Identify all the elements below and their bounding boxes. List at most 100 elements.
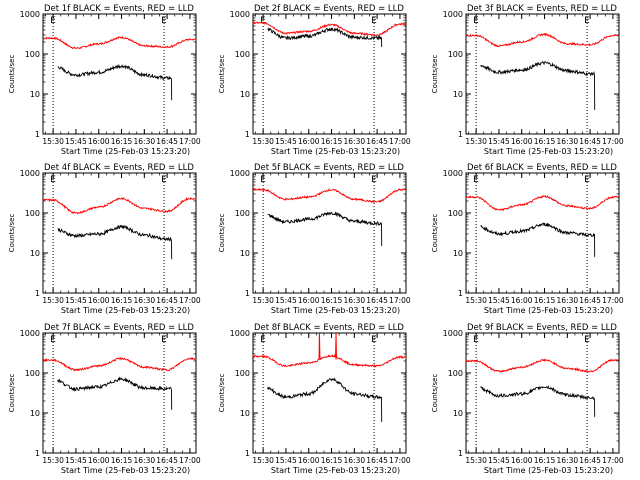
y-tick-label: 10 — [240, 90, 250, 99]
y-tick-label: 100 — [235, 369, 250, 378]
lld-series-line — [42, 196, 196, 215]
lld-series-line — [252, 21, 406, 37]
x-tick-label: 17:00 — [179, 456, 201, 465]
x-tick-label: 16:45 — [156, 137, 178, 146]
x-tick-label: 15:45 — [65, 296, 87, 305]
x-tick-label: 17:00 — [389, 456, 411, 465]
x-tick-label: 17:00 — [602, 456, 624, 465]
x-tick-label: 16:00 — [298, 296, 320, 305]
events-series-line — [57, 376, 173, 410]
x-tick-label: 15:30 — [42, 296, 64, 305]
marker-label: E — [473, 16, 479, 26]
plot-frame — [465, 13, 620, 135]
x-tick-label: 16:30 — [134, 296, 156, 305]
y-tick-label: 1 — [458, 130, 463, 139]
y-tick-label: 1 — [35, 289, 40, 298]
marker-label: E — [260, 16, 266, 26]
y-tick-label: 10 — [453, 249, 463, 258]
y-axis-label: Counts/sec — [431, 374, 439, 413]
marker-label: E — [161, 335, 167, 345]
panel-det-5f: Det 5f BLACK = Events, RED = LLD Counts/s… — [218, 163, 411, 315]
panel-title: Det 6f BLACK = Events, RED = LLD — [467, 163, 617, 173]
x-axis-label: Start Time (25-Feb-03 15:23:20) — [271, 306, 400, 315]
x-tick-label: 16:00 — [511, 456, 533, 465]
plot-frame — [465, 332, 620, 454]
plot-frame — [252, 172, 407, 294]
plot-frame — [252, 13, 407, 135]
y-axis-label: Counts/sec — [431, 55, 439, 94]
y-tick-label: 100 — [25, 50, 40, 59]
plot-frame — [42, 13, 197, 135]
x-tick-label: 17:00 — [602, 137, 624, 146]
x-tick-label: 15:30 — [42, 137, 64, 146]
panel-title: Det 9f BLACK = Events, RED = LLD — [467, 323, 617, 333]
lld-series-line — [252, 332, 406, 369]
y-tick-label: 1 — [458, 449, 463, 458]
x-tick-label: 15:30 — [252, 296, 274, 305]
lld-series-line — [252, 187, 406, 204]
x-tick-label: 16:45 — [366, 456, 388, 465]
y-tick-label: 1000 — [230, 329, 250, 338]
panel-title: Det 4f BLACK = Events, RED = LLD — [44, 163, 194, 173]
x-tick-label: 16:15 — [534, 296, 556, 305]
y-tick-label: 100 — [235, 209, 250, 218]
x-tick-label: 16:30 — [557, 456, 579, 465]
marker-label: E — [50, 335, 56, 345]
x-tick-label: 16:45 — [366, 296, 388, 305]
y-tick-label: 100 — [25, 369, 40, 378]
y-tick-label: 1000 — [20, 169, 40, 178]
y-tick-label: 1000 — [20, 329, 40, 338]
panel-title: Det 5f BLACK = Events, RED = LLD — [254, 163, 404, 173]
plot-frame — [42, 172, 197, 294]
panel-det-2f: Det 2f BLACK = Events, RED = LLD Counts/s… — [218, 4, 411, 156]
y-tick-label: 1000 — [443, 329, 463, 338]
events-series-line — [57, 224, 173, 260]
x-axis-label: Start Time (25-Feb-03 15:23:20) — [271, 466, 400, 475]
x-tick-label: 16:15 — [111, 137, 133, 146]
x-axis-label: Start Time (25-Feb-03 15:23:20) — [271, 147, 400, 156]
y-tick-label: 100 — [448, 50, 463, 59]
x-tick-label: 16:15 — [534, 456, 556, 465]
x-tick-label: 17:00 — [602, 296, 624, 305]
x-tick-label: 16:00 — [298, 456, 320, 465]
x-tick-label: 15:45 — [275, 456, 297, 465]
x-tick-label: 16:30 — [344, 456, 366, 465]
y-axis-label: Counts/sec — [8, 55, 16, 94]
marker-label: E — [260, 335, 266, 345]
x-tick-label: 15:30 — [465, 296, 487, 305]
panel-title: Det 3f BLACK = Events, RED = LLD — [467, 4, 617, 14]
panel-det-9f: Det 9f BLACK = Events, RED = LLD Counts/s… — [431, 323, 624, 475]
marker-label: E — [260, 175, 266, 185]
y-tick-label: 1 — [458, 289, 463, 298]
y-axis-label: Counts/sec — [8, 374, 16, 413]
marker-label: E — [50, 16, 56, 26]
x-tick-label: 15:45 — [275, 296, 297, 305]
x-tick-label: 16:45 — [156, 456, 178, 465]
x-tick-label: 16:30 — [134, 456, 156, 465]
plot-frame — [465, 172, 620, 294]
x-tick-label: 17:00 — [179, 296, 201, 305]
lld-series-line — [42, 35, 196, 50]
x-tick-label: 16:15 — [321, 296, 343, 305]
x-tick-label: 15:30 — [42, 456, 64, 465]
x-axis-label: Start Time (25-Feb-03 15:23:20) — [61, 466, 190, 475]
lld-series-line — [465, 358, 619, 373]
panel-title: Det 2f BLACK = Events, RED = LLD — [254, 4, 404, 14]
x-tick-label: 16:00 — [88, 296, 110, 305]
marker-label: E — [584, 175, 590, 185]
marker-label: E — [161, 16, 167, 26]
y-tick-label: 10 — [240, 409, 250, 418]
y-tick-label: 1 — [35, 130, 40, 139]
y-tick-label: 1000 — [230, 169, 250, 178]
events-series-line — [57, 64, 173, 101]
x-tick-label: 16:15 — [321, 137, 343, 146]
y-tick-label: 10 — [30, 409, 40, 418]
panel-title: Det 7f BLACK = Events, RED = LLD — [44, 323, 194, 333]
plot-frame — [42, 332, 197, 454]
y-tick-label: 10 — [240, 249, 250, 258]
lld-series-line — [42, 356, 196, 372]
x-tick-label: 16:15 — [321, 456, 343, 465]
marker-label: E — [584, 16, 590, 26]
panel-det-4f: Det 4f BLACK = Events, RED = LLD Counts/s… — [8, 163, 201, 315]
x-tick-label: 16:00 — [298, 137, 320, 146]
